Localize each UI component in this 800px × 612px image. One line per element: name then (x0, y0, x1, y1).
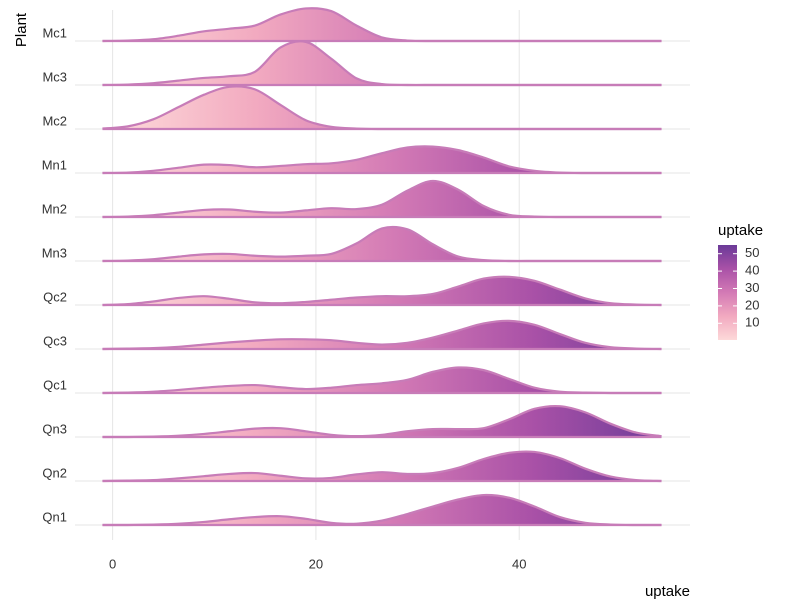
ridge-area (102, 41, 662, 86)
y-tick-label: Qn3 (42, 421, 67, 436)
legend-tick-label: 50 (745, 245, 759, 260)
ridge-line (102, 493, 662, 527)
y-tick-label: Qc2 (43, 289, 67, 304)
ridge-line (102, 450, 662, 483)
legend-tick-label: 40 (745, 263, 759, 278)
ridge-area (102, 8, 662, 42)
y-tick-label: Mc1 (42, 25, 67, 40)
ridge-area (102, 226, 662, 262)
ridge-area (102, 367, 662, 394)
x-tick-label: 20 (309, 556, 323, 571)
ridge-area (102, 180, 662, 218)
legend-title: uptake (718, 222, 763, 239)
ridge-line (102, 40, 662, 87)
legend-tick-label: 10 (745, 315, 759, 330)
legend-tick-label: 20 (745, 297, 759, 312)
x-axis-label: uptake (645, 583, 690, 600)
ridge-area (102, 276, 662, 305)
y-tick-label: Qc3 (43, 333, 67, 348)
y-tick-label: Mn3 (42, 245, 67, 260)
y-tick-label: Mc3 (42, 69, 67, 84)
ridge-area (102, 86, 662, 130)
ridge-line (102, 275, 662, 307)
y-tick-label: Qc1 (43, 377, 67, 392)
y-tick-label: Mn1 (42, 157, 67, 172)
y-tick-label: Qn1 (42, 509, 67, 524)
ridge-line (102, 319, 662, 351)
y-tick-label: Qn2 (42, 465, 67, 480)
y-axis-label: Plant (13, 12, 30, 47)
y-tick-label: Mn2 (42, 201, 67, 216)
ridge-line (102, 404, 662, 439)
x-tick-label: 40 (512, 556, 526, 571)
colorbar (718, 245, 737, 340)
ridge-area (102, 146, 662, 174)
y-tick-label: Mc2 (42, 113, 67, 128)
x-tick-label: 0 (109, 556, 116, 571)
legend-tick-label: 30 (745, 280, 759, 295)
